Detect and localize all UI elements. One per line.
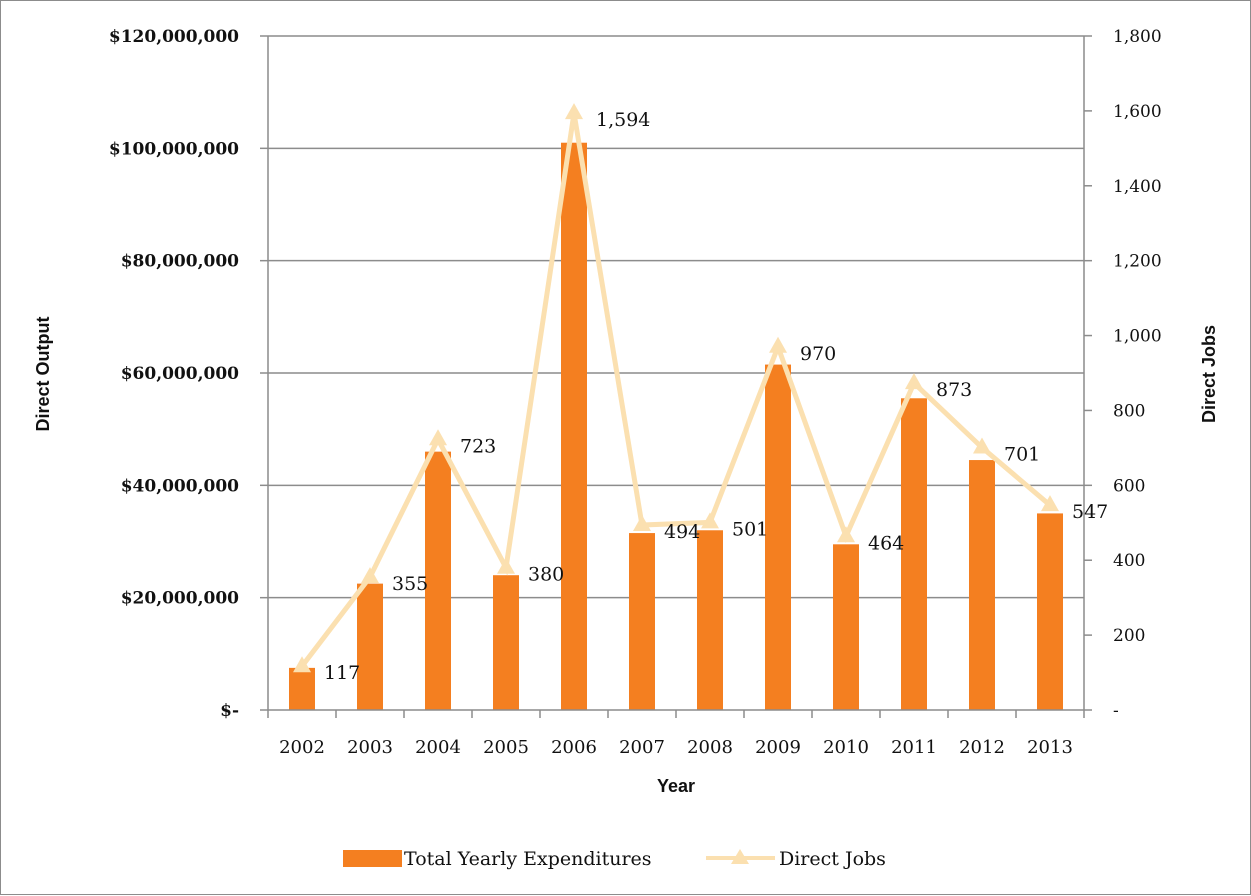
y-tick-label-left: $-	[220, 701, 239, 721]
y-tick-label-right: 1,800	[1113, 27, 1162, 47]
bar	[765, 364, 791, 710]
direct-jobs-marker	[973, 437, 991, 454]
direct-jobs-marker	[701, 512, 719, 529]
bar	[289, 667, 315, 710]
bar	[493, 575, 519, 710]
x-tick-label: 2013	[1027, 737, 1073, 758]
y-tick-label-right: 200	[1113, 626, 1145, 646]
y-tick-label-left: $60,000,000	[121, 364, 239, 384]
bar	[1037, 513, 1063, 710]
direct-jobs-marker	[905, 373, 923, 390]
legend-marker-jobs	[731, 849, 749, 864]
y-tick-label-right: 600	[1113, 476, 1145, 496]
y-tick-label-right: 1,000	[1113, 327, 1162, 347]
x-tick-label: 2003	[347, 737, 393, 758]
direct-jobs-marker	[429, 429, 447, 446]
legend: Total Yearly Expenditures Direct Jobs	[343, 848, 886, 870]
direct-jobs-marker	[1041, 495, 1059, 512]
line-series	[293, 103, 1059, 673]
data-label: 723	[460, 435, 496, 457]
bar	[969, 460, 995, 710]
data-label: 117	[324, 662, 360, 684]
bar	[425, 451, 451, 710]
data-label: 1,594	[596, 109, 650, 131]
y-axis-title-right: Direct Jobs	[1199, 325, 1219, 423]
data-label: 970	[800, 343, 836, 365]
y-tick-label-left: $120,000,000	[109, 27, 239, 47]
bar	[357, 583, 383, 710]
y-tick-label-right: 800	[1113, 401, 1145, 421]
y-tick-label-right: 1,200	[1113, 252, 1162, 272]
bar	[901, 398, 927, 710]
data-label: 494	[664, 521, 700, 543]
x-tick-label: 2007	[619, 737, 665, 758]
x-tick-label: 2005	[483, 737, 529, 758]
y-tick-label-left: $40,000,000	[121, 476, 239, 496]
x-tick-label: 2008	[687, 737, 733, 758]
y-tick-label-right: -	[1113, 701, 1119, 721]
data-label: 464	[868, 532, 904, 554]
bar-series	[289, 142, 1063, 710]
x-tick-label: 2002	[279, 737, 325, 758]
direct-jobs-marker	[837, 526, 855, 543]
tick-labels: $- $20,000,000 $40,000,000 $60,000,000 $80,0…	[109, 27, 1162, 758]
bar	[629, 533, 655, 710]
bar	[833, 544, 859, 710]
direct-jobs-marker	[361, 567, 379, 584]
bar	[697, 530, 723, 710]
data-label: 501	[732, 518, 768, 540]
data-label: 355	[392, 573, 428, 595]
x-tick-label: 2010	[823, 737, 869, 758]
y-tick-label-left: $20,000,000	[121, 589, 239, 609]
x-axis-title: Year	[657, 776, 695, 796]
x-tick-label: 2009	[755, 737, 801, 758]
x-tick-label: 2011	[891, 737, 937, 758]
data-label: 380	[528, 564, 564, 586]
axes	[260, 35, 1092, 718]
legend-label-expenditures: Total Yearly Expenditures	[404, 848, 652, 870]
y-tick-label-left: $80,000,000	[121, 252, 239, 272]
direct-jobs-marker	[565, 103, 583, 120]
data-label: 873	[936, 379, 972, 401]
data-labels: 117 355 723 380 1,594 494 501 970 464 873 701 547	[324, 109, 1108, 684]
y-tick-label-right: 1,600	[1113, 102, 1162, 122]
direct-jobs-marker	[633, 515, 651, 532]
y-tick-label-right: 400	[1113, 551, 1145, 571]
direct-jobs-line	[300, 112, 1052, 668]
y-tick-label-right: 1,400	[1113, 177, 1162, 197]
data-label: 701	[1004, 444, 1040, 466]
y-tick-label-left: $100,000,000	[109, 139, 239, 159]
bar	[561, 142, 587, 710]
direct-jobs-marker	[769, 336, 787, 353]
gridlines	[268, 35, 1084, 599]
x-tick-label: 2012	[959, 737, 1005, 758]
y-axis-title-left: Direct Output	[33, 316, 53, 431]
legend-swatch-expenditures	[343, 850, 402, 867]
legend-label-jobs: Direct Jobs	[779, 848, 886, 870]
x-tick-label: 2004	[415, 737, 461, 758]
data-label: 547	[1072, 501, 1108, 523]
direct-jobs-marker	[293, 656, 311, 673]
direct-jobs-marker	[497, 557, 515, 574]
x-tick-label: 2006	[551, 737, 597, 758]
